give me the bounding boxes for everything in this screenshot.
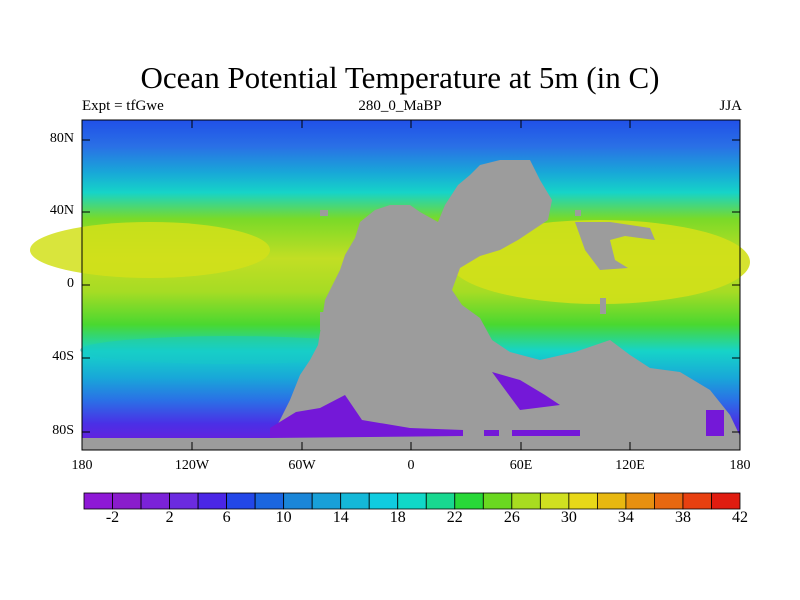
colorbar-swatch bbox=[83, 492, 113, 510]
colorbar-swatch bbox=[711, 492, 741, 510]
colorbar-swatch bbox=[226, 492, 256, 510]
colorbar-tick-label: 6 bbox=[222, 509, 231, 526]
colorbar-tick-label: 10 bbox=[275, 509, 292, 526]
colorbar-swatch bbox=[511, 492, 541, 510]
x-tick-label: 60E bbox=[509, 458, 533, 473]
colorbar-swatch bbox=[454, 492, 484, 510]
x-tick-label: 60W bbox=[288, 458, 316, 473]
cool-band-south bbox=[80, 336, 380, 364]
polar-patch-3 bbox=[706, 410, 724, 436]
colorbar-swatch bbox=[397, 492, 427, 510]
colorbar-swatch bbox=[311, 492, 342, 510]
colorbar-swatch bbox=[682, 492, 712, 510]
colorbar-swatch bbox=[625, 492, 655, 510]
x-tick-label: 180 bbox=[71, 458, 93, 473]
experiment-label: Expt = tfGwe bbox=[82, 98, 164, 114]
colorbar-swatch bbox=[140, 492, 170, 510]
colorbar-swatch bbox=[596, 492, 627, 510]
colorbar-swatch bbox=[112, 492, 142, 510]
colorbar bbox=[83, 492, 741, 510]
cimmerian-island bbox=[575, 222, 655, 270]
period-label: 280_0_MaBP bbox=[358, 98, 442, 114]
colorbar-tick-label: 30 bbox=[560, 509, 577, 526]
colorbar-tick-label: 14 bbox=[332, 509, 349, 526]
small-island-2 bbox=[320, 312, 326, 330]
x-tick-label: 180 bbox=[729, 458, 751, 473]
colorbar-tick-label: 26 bbox=[503, 509, 520, 526]
small-island-1 bbox=[320, 210, 328, 216]
polar-sea-west bbox=[270, 395, 463, 438]
colorbar-tick-label: 2 bbox=[165, 509, 174, 526]
colorbar-swatch bbox=[254, 492, 285, 510]
pangea-continent bbox=[82, 160, 740, 450]
colorbar-swatch bbox=[654, 492, 684, 510]
axis-ticks bbox=[82, 120, 740, 450]
x-tick-label: 120E bbox=[615, 458, 645, 473]
season-label: JJA bbox=[719, 98, 742, 114]
polar-sea-east bbox=[492, 372, 560, 410]
y-tick-label: 0 bbox=[67, 276, 74, 291]
colorbar-tick-label: 38 bbox=[674, 509, 691, 526]
colorbar-tick-label: 42 bbox=[732, 509, 748, 526]
colorbar-swatch bbox=[169, 492, 199, 510]
colorbar-swatch bbox=[568, 492, 598, 510]
colorbar-swatch bbox=[340, 492, 370, 510]
colorbar-swatch bbox=[283, 492, 313, 510]
y-tick-label: 80S bbox=[52, 423, 74, 438]
polar-patch-1 bbox=[484, 430, 499, 436]
small-island-3 bbox=[600, 298, 606, 314]
y-tick-label: 80N bbox=[49, 131, 74, 146]
colorbar-swatch bbox=[482, 492, 513, 510]
small-island-4 bbox=[575, 210, 581, 216]
x-tick-label: 0 bbox=[407, 458, 415, 473]
colorbar-swatch bbox=[425, 492, 456, 510]
colorbar-tick-label: 34 bbox=[617, 509, 634, 526]
colorbar-tick-label: 18 bbox=[389, 509, 406, 526]
polar-patch-2 bbox=[512, 430, 580, 436]
colorbar-tick-label: -2 bbox=[105, 509, 120, 526]
y-tick-label: 40S bbox=[52, 349, 74, 364]
colorbar-tick-label: 22 bbox=[446, 509, 463, 526]
colorbar-swatch bbox=[197, 492, 228, 510]
y-tick-label: 40N bbox=[49, 203, 74, 218]
map-title: Ocean Potential Temperature at 5m (in C) bbox=[140, 60, 660, 95]
colorbar-swatch bbox=[368, 492, 399, 510]
x-tick-label: 120W bbox=[174, 458, 210, 473]
map-panel bbox=[30, 119, 750, 451]
warm-pool-pacific bbox=[30, 222, 270, 278]
colorbar-swatch bbox=[539, 492, 570, 510]
